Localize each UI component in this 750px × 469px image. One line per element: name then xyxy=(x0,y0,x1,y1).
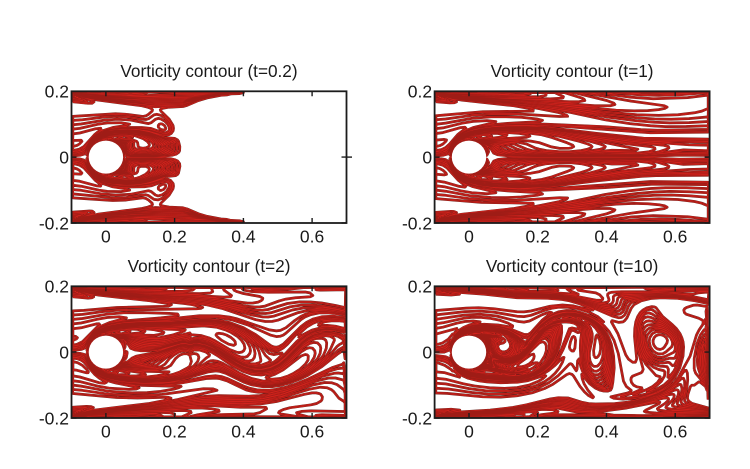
svg-text:0.4: 0.4 xyxy=(231,226,256,246)
svg-text:0.2: 0.2 xyxy=(408,277,432,297)
svg-text:Vorticity contour (t=2): Vorticity contour (t=2) xyxy=(128,256,291,276)
svg-text:0.2: 0.2 xyxy=(526,226,550,246)
svg-text:-0.2: -0.2 xyxy=(39,408,69,428)
svg-text:0.6: 0.6 xyxy=(663,226,687,246)
svg-text:0: 0 xyxy=(422,342,432,362)
svg-text:Vorticity contour (t=1): Vorticity contour (t=1) xyxy=(491,61,654,81)
svg-text:-0.2: -0.2 xyxy=(402,213,432,233)
svg-text:0.4: 0.4 xyxy=(231,421,256,441)
svg-text:0.6: 0.6 xyxy=(300,226,324,246)
svg-text:0.2: 0.2 xyxy=(45,82,69,102)
svg-text:Vorticity contour (t=0.2): Vorticity contour (t=0.2) xyxy=(120,61,297,81)
svg-text:0.4: 0.4 xyxy=(594,421,619,441)
svg-text:0: 0 xyxy=(422,147,432,167)
svg-text:0.6: 0.6 xyxy=(663,421,687,441)
svg-text:0.6: 0.6 xyxy=(300,421,324,441)
svg-text:0: 0 xyxy=(464,421,474,441)
svg-text:-0.2: -0.2 xyxy=(402,408,432,428)
svg-text:0.2: 0.2 xyxy=(162,226,186,246)
svg-text:0: 0 xyxy=(101,421,111,441)
svg-text:0.2: 0.2 xyxy=(162,421,186,441)
svg-text:0: 0 xyxy=(464,226,474,246)
svg-text:0.2: 0.2 xyxy=(45,277,69,297)
svg-text:0.2: 0.2 xyxy=(408,82,432,102)
svg-text:0.4: 0.4 xyxy=(594,226,619,246)
svg-text:0: 0 xyxy=(59,342,69,362)
svg-text:0: 0 xyxy=(59,147,69,167)
svg-text:0: 0 xyxy=(101,226,111,246)
svg-text:0.2: 0.2 xyxy=(526,421,550,441)
svg-text:-0.2: -0.2 xyxy=(39,213,69,233)
svg-text:Vorticity contour (t=10): Vorticity contour (t=10) xyxy=(486,256,658,276)
